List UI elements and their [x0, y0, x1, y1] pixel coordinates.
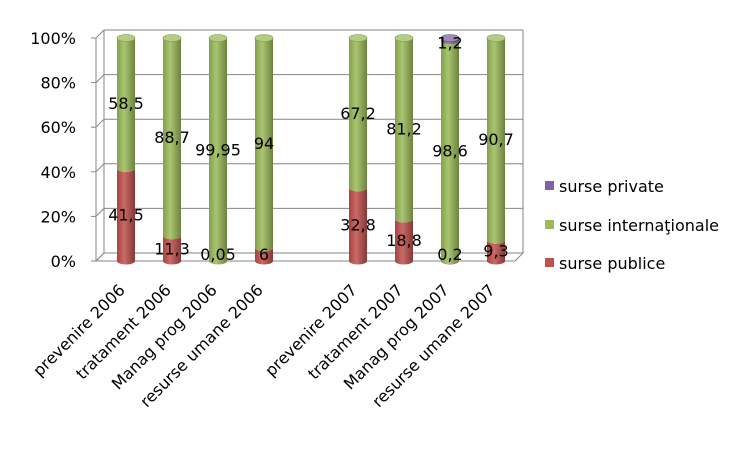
data-label: 58,5 [108, 94, 144, 113]
bar-segment [395, 38, 413, 223]
bar-segment [163, 38, 181, 240]
legend: surse private surse internaţionale surse p… [545, 177, 719, 273]
data-label: 32,8 [340, 215, 376, 234]
data-label: 1,2 [437, 34, 462, 53]
bar-segment [349, 38, 367, 192]
data-label: 6 [259, 245, 269, 264]
data-label: 98,6 [432, 142, 468, 161]
bar-segment [117, 38, 135, 172]
data-label: 81,2 [386, 120, 422, 139]
bar-segment [163, 235, 181, 265]
bar-segment [349, 187, 367, 265]
data-label: 88,7 [154, 128, 190, 147]
y-tick-label: 40% [40, 163, 76, 182]
bar-segment [487, 240, 505, 265]
bar-cap [162, 34, 182, 42]
bar-segment [395, 219, 413, 265]
y-tick-label: 0% [51, 252, 76, 271]
bar-cap [116, 34, 136, 42]
bar-segment [441, 40, 459, 265]
y-tick-labels: 0% 20% 40% 60% 80% 100% [30, 29, 76, 271]
legend-label: surse internaţionale [559, 216, 719, 235]
y-tick-label: 60% [40, 118, 76, 137]
data-label: 41,5 [108, 206, 144, 225]
bar-segment [209, 38, 228, 265]
bar-cap [348, 34, 368, 42]
data-label: 0,05 [200, 245, 236, 264]
bar-cap [208, 34, 228, 42]
axes [91, 30, 525, 262]
bars [116, 34, 506, 265]
bar-segment [487, 38, 505, 244]
legend-label: surse publice [559, 254, 665, 273]
data-label: 99,95 [195, 140, 241, 159]
y-tick-label: 20% [40, 207, 76, 226]
bar-segment [117, 168, 135, 265]
bar-cap [440, 34, 460, 42]
data-label: 90,7 [478, 130, 514, 149]
y-tick-label: 80% [40, 74, 76, 93]
legend-label: surse private [559, 177, 664, 196]
data-label: 67,2 [340, 104, 376, 123]
bar-cap [486, 34, 506, 42]
bar-segment [255, 247, 273, 265]
legend-swatch [545, 220, 554, 229]
bar-segment [441, 38, 459, 45]
data-label: 18,8 [386, 231, 422, 250]
bar-cap [394, 34, 414, 42]
legend-swatch [545, 258, 554, 267]
data-labels: 41,5 58,5 11,3 88,7 0,05 99,95 6 94 32,8 67,2 18,8… [108, 34, 514, 264]
data-label: 11,3 [154, 239, 190, 258]
data-label: 0,2 [437, 245, 462, 264]
legend-swatch [545, 181, 554, 190]
data-label: 9,3 [483, 242, 508, 261]
bar-cap [254, 34, 274, 42]
data-label: 94 [254, 134, 274, 153]
y-tick-label: 100% [30, 29, 76, 48]
bar-segment [255, 38, 273, 252]
